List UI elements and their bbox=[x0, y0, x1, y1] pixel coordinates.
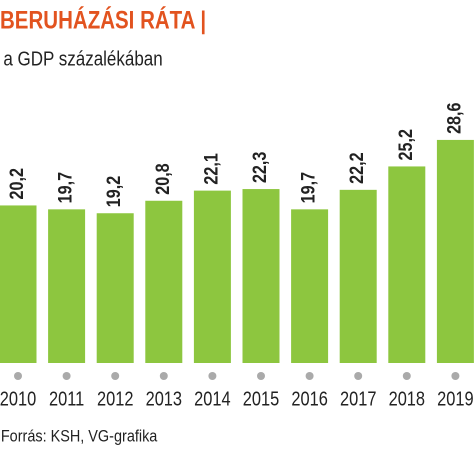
x-tick-label: 2018 bbox=[389, 387, 425, 410]
dot bbox=[402, 372, 411, 380]
value-label: 22,3 bbox=[249, 151, 271, 183]
bar bbox=[388, 166, 426, 363]
value-label: 19,7 bbox=[54, 172, 76, 204]
x-tick-label: 2010 bbox=[0, 387, 36, 410]
bar bbox=[145, 200, 183, 363]
chart-subtitle: a GDP százalékában bbox=[3, 47, 162, 70]
x-tick-label: 2011 bbox=[49, 387, 84, 410]
bar bbox=[96, 213, 134, 363]
value-label: 20,2 bbox=[6, 168, 28, 200]
x-tick-label: 2014 bbox=[194, 387, 230, 410]
dot bbox=[111, 372, 120, 380]
bar bbox=[193, 190, 231, 363]
value-label: 22,2 bbox=[346, 152, 368, 184]
value-label: 19,7 bbox=[297, 172, 319, 204]
dot bbox=[62, 372, 71, 380]
bar bbox=[436, 139, 474, 363]
x-tick-label: 2013 bbox=[146, 387, 182, 410]
x-tick-label: 2019 bbox=[437, 387, 473, 410]
dot bbox=[354, 372, 363, 380]
dot bbox=[14, 372, 22, 380]
source: Forrás: KSH, VG-grafika bbox=[1, 427, 158, 445]
dot bbox=[451, 372, 460, 380]
x-tick-label: 2017 bbox=[340, 387, 376, 410]
bar bbox=[339, 189, 377, 363]
chart-title: BERUHÁZÁSI RÁTA | bbox=[0, 6, 206, 34]
value-label: 28,6 bbox=[443, 102, 465, 134]
x-tick-label: 2016 bbox=[291, 387, 327, 410]
value-label: 19,2 bbox=[103, 176, 125, 208]
bar bbox=[48, 209, 86, 363]
value-label: 22,1 bbox=[200, 153, 222, 185]
bar bbox=[0, 205, 37, 363]
dot bbox=[305, 372, 314, 380]
value-label: 20,8 bbox=[152, 163, 174, 195]
bar bbox=[242, 189, 280, 363]
x-tick-label: 2015 bbox=[243, 387, 279, 410]
dot bbox=[208, 372, 217, 380]
value-label: 25,2 bbox=[395, 129, 417, 161]
x-tick-label: 2012 bbox=[97, 387, 133, 410]
dot bbox=[257, 372, 265, 380]
bar bbox=[291, 209, 329, 363]
dot bbox=[159, 372, 168, 380]
